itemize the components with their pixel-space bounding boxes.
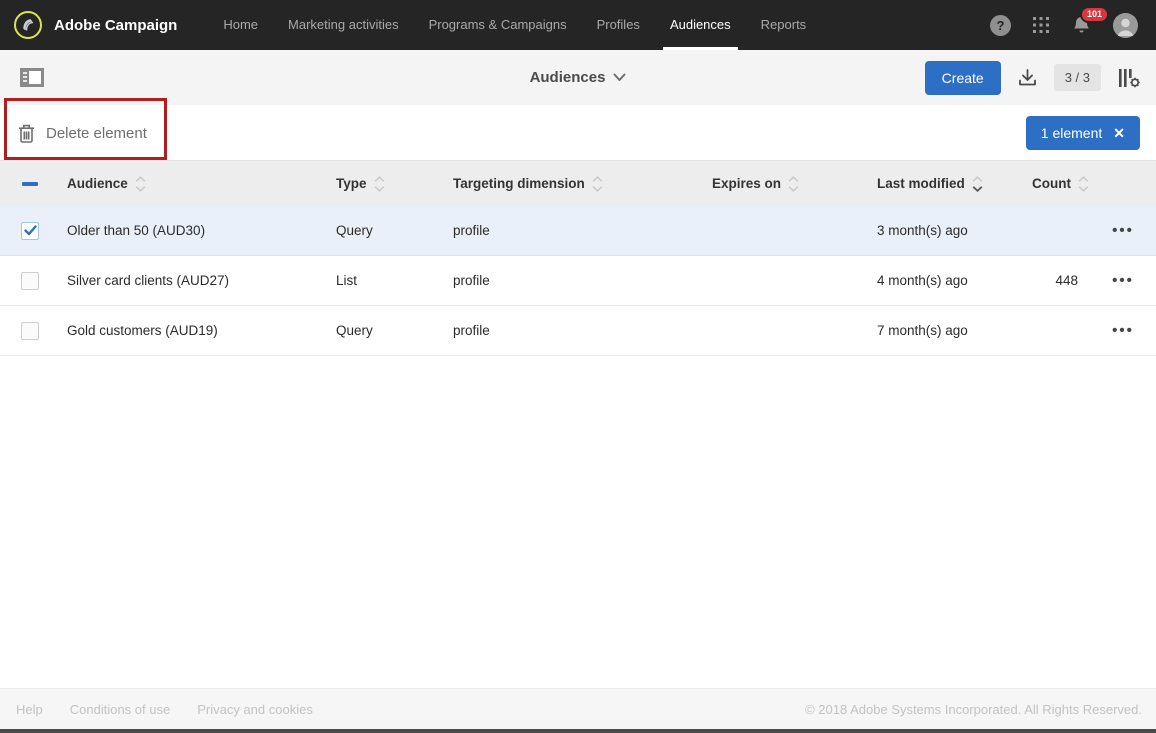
- page-title-dropdown[interactable]: Audiences: [0, 50, 1156, 105]
- table-header: Audience Type Targeting dimension Expire…: [0, 161, 1156, 206]
- selection-count-button[interactable]: 1 element ✕: [1025, 116, 1140, 150]
- app-grid-icon[interactable]: [1032, 16, 1050, 34]
- table-row[interactable]: Older than 50 (AUD30) Query profile 3 mo…: [0, 206, 1156, 256]
- row-actions-menu-icon[interactable]: •••: [1090, 272, 1156, 289]
- audience-type: Query: [336, 323, 373, 338]
- footer-link-privacy[interactable]: Privacy and cookies: [197, 701, 313, 717]
- row-checkbox[interactable]: [21, 271, 39, 290]
- column-header-last-modified[interactable]: Last modified: [865, 175, 1025, 192]
- select-all-checkbox-indeterminate[interactable]: [22, 181, 38, 186]
- create-button[interactable]: Create: [924, 60, 1001, 95]
- selection-count-label: 1 element: [1040, 125, 1103, 141]
- page-footer: Help Conditions of use Privacy and cooki…: [0, 688, 1156, 729]
- nav-item-audiences[interactable]: Audiences: [662, 0, 738, 50]
- column-header-type[interactable]: Type: [330, 175, 445, 192]
- audience-name: Older than 50 (AUD30): [67, 223, 206, 238]
- column-header-targeting-dimension[interactable]: Targeting dimension: [445, 175, 705, 192]
- download-icon[interactable]: [1018, 68, 1037, 87]
- main-navigation: Home Marketing activities Programs & Cam…: [223, 0, 806, 50]
- clear-selection-icon: ✕: [1113, 124, 1125, 141]
- sort-icon: [135, 175, 146, 192]
- nav-item-marketing-activities[interactable]: Marketing activities: [288, 17, 399, 32]
- column-header-expires-on[interactable]: Expires on: [705, 175, 865, 192]
- sort-icon-descending: [972, 175, 983, 192]
- audience-type: Query: [336, 223, 373, 238]
- footer-link-conditions[interactable]: Conditions of use: [69, 701, 171, 717]
- chevron-down-icon: [613, 73, 626, 81]
- nav-item-reports[interactable]: Reports: [760, 17, 807, 32]
- row-actions-menu-icon[interactable]: •••: [1090, 322, 1156, 339]
- targeting-dimension: profile: [453, 323, 490, 338]
- last-modified: 3 month(s) ago: [877, 223, 968, 238]
- table-row[interactable]: Gold customers (AUD19) Query profile 7 m…: [0, 306, 1156, 356]
- trash-icon: [19, 124, 34, 143]
- delete-element-button[interactable]: Delete element: [18, 105, 147, 161]
- count-value: 448: [1055, 273, 1078, 288]
- targeting-dimension: profile: [453, 223, 490, 238]
- audience-name: Silver card clients (AUD27): [67, 273, 230, 288]
- audience-name: Gold customers (AUD19): [67, 323, 218, 338]
- last-modified: 4 month(s) ago: [877, 273, 968, 288]
- side-panel-toggle-icon[interactable]: [20, 68, 44, 87]
- pagination-counter: 3 / 3: [1053, 64, 1101, 91]
- sort-icon: [592, 175, 603, 192]
- top-navbar: Adobe Campaign Home Marketing activities…: [0, 0, 1156, 50]
- nav-item-profiles[interactable]: Profiles: [596, 17, 640, 32]
- brand-title: Adobe Campaign: [54, 16, 178, 34]
- page-title: Audiences: [529, 69, 606, 86]
- footer-link-help[interactable]: Help: [16, 701, 43, 717]
- copyright-text: © 2018 Adobe Systems Incorporated. All R…: [805, 701, 1142, 717]
- navbar-right-actions: ? 101: [990, 5, 1138, 38]
- audience-type: List: [336, 273, 358, 288]
- table-row[interactable]: Silver card clients (AUD27) List profile…: [0, 256, 1156, 306]
- column-header-audience[interactable]: Audience: [54, 175, 330, 192]
- row-checkbox[interactable]: [21, 321, 39, 340]
- window-bottom-edge: [0, 729, 1156, 733]
- sort-icon: [374, 175, 384, 192]
- sort-icon: [788, 175, 799, 192]
- nav-item-programs-campaigns[interactable]: Programs & Campaigns: [428, 17, 567, 32]
- user-avatar[interactable]: [1113, 12, 1138, 38]
- adobe-campaign-logo-icon[interactable]: [14, 11, 42, 39]
- nav-item-home[interactable]: Home: [223, 17, 259, 32]
- notification-count-badge: 101: [1080, 5, 1110, 23]
- list-toolbar: Audiences Create 3 / 3: [0, 50, 1156, 105]
- footer-links: Help Conditions of use Privacy and cooki…: [16, 702, 313, 717]
- row-checkbox-checked[interactable]: [21, 221, 39, 240]
- notifications-bell-icon[interactable]: 101: [1071, 5, 1110, 36]
- toolbar-actions: Create 3 / 3: [924, 50, 1141, 105]
- last-modified: 7 month(s) ago: [877, 323, 968, 338]
- help-icon[interactable]: ?: [990, 14, 1011, 36]
- sort-icon: [1078, 175, 1089, 192]
- column-header-count[interactable]: Count: [1025, 175, 1090, 192]
- delete-element-label: Delete element: [46, 124, 147, 142]
- audience-list: Older than 50 (AUD30) Query profile 3 mo…: [0, 206, 1156, 356]
- targeting-dimension: profile: [453, 273, 490, 288]
- list-settings-icon[interactable]: [1118, 68, 1141, 88]
- selection-action-bar: Delete element 1 element ✕: [0, 98, 1156, 161]
- row-actions-menu-icon[interactable]: •••: [1090, 222, 1156, 239]
